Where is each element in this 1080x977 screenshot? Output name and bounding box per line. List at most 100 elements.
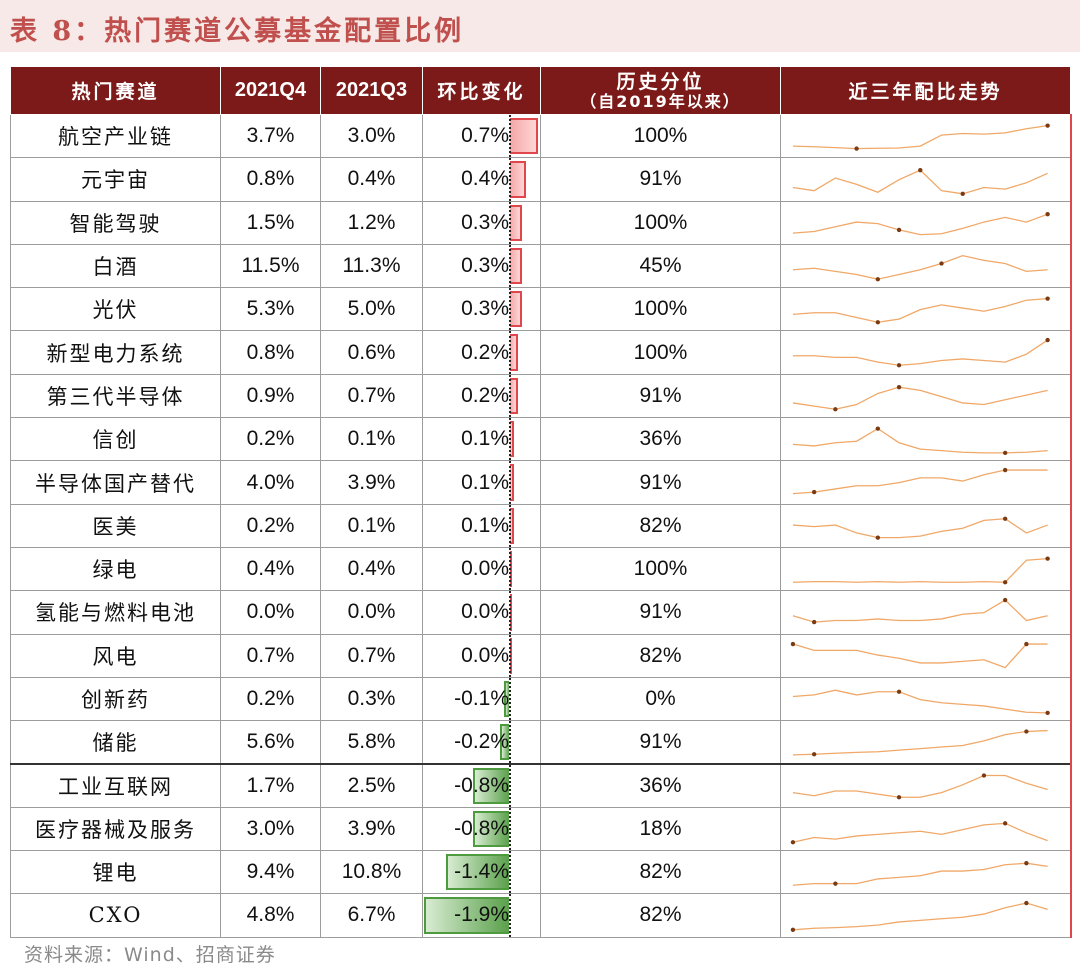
sparkline-chart xyxy=(792,598,1048,625)
sparkline-marker xyxy=(1045,211,1050,216)
sparkline-path xyxy=(792,862,1048,886)
value-2021q3: 3.9% xyxy=(320,806,423,852)
sparkline-path xyxy=(792,254,1048,280)
zero-axis-line xyxy=(509,418,511,460)
sparkline-marker xyxy=(1024,729,1029,734)
trend-sparkline xyxy=(780,633,1072,678)
value-2021q4: 0.4% xyxy=(220,546,321,592)
change-cell: 0.0% xyxy=(422,546,541,592)
sparkline-marker xyxy=(875,320,881,325)
table-row: 元宇宙 0.8% 0.4% 0.4% 91% xyxy=(10,157,1072,202)
sector-name: 光伏 xyxy=(10,287,221,332)
sparkline-path xyxy=(792,642,1048,668)
percentile-value: 82% xyxy=(540,633,781,678)
sector-name: CXO xyxy=(10,893,221,938)
header-2021q4: 2021Q4 xyxy=(220,66,321,115)
table-row: 绿电 0.4% 0.4% 0.0% 100% xyxy=(10,546,1072,592)
percentile-value: 18% xyxy=(540,806,781,852)
sparkline-marker xyxy=(896,363,902,368)
change-value: -0.8% xyxy=(454,816,509,840)
sparkline-chart xyxy=(792,689,1050,715)
header-2021q3: 2021Q3 xyxy=(320,66,423,115)
trend-sparkline xyxy=(780,460,1072,505)
table-row: 氢能与燃料电池 0.0% 0.0% 0.0% 91% xyxy=(10,590,1072,635)
sparkline-path xyxy=(792,169,1048,195)
sparkline-marker xyxy=(1024,901,1029,906)
change-value: 0.2% xyxy=(461,383,509,407)
negative-change-bar xyxy=(446,854,509,891)
value-2021q4: 0.8% xyxy=(220,330,321,375)
percentile-value: 100% xyxy=(540,330,781,375)
percentile-value: 82% xyxy=(540,503,781,548)
trend-sparkline xyxy=(780,546,1072,592)
sparkline-path xyxy=(792,599,1048,623)
trend-sparkline xyxy=(780,676,1072,722)
table-row: 信创 0.2% 0.1% 0.1% 36% xyxy=(10,417,1072,462)
zero-change-bar xyxy=(510,594,512,631)
change-value: 0.0% xyxy=(461,643,509,667)
change-value: -1.4% xyxy=(454,860,509,884)
sparkline-marker xyxy=(1045,123,1050,128)
positive-change-bar xyxy=(510,464,514,501)
change-value: 0.1% xyxy=(461,470,509,494)
percentile-value: 100% xyxy=(540,200,781,245)
value-2021q4: 0.9% xyxy=(220,373,321,419)
trend-sparkline xyxy=(780,590,1072,635)
sector-name: 医疗器械及服务 xyxy=(10,806,221,852)
zero-axis-line xyxy=(509,765,511,807)
zero-axis-line xyxy=(509,678,511,720)
trend-sparkline xyxy=(780,720,1072,765)
trend-sparkline xyxy=(780,330,1072,375)
percentile-value: 91% xyxy=(540,373,781,419)
table-row: 光伏 5.3% 5.0% 0.3% 100% xyxy=(10,287,1072,332)
value-2021q4: 3.7% xyxy=(220,113,321,159)
sparkline-marker xyxy=(896,689,902,694)
percentile-value: 0% xyxy=(540,676,781,722)
zero-axis-line xyxy=(509,461,511,504)
sparkline-marker xyxy=(811,752,817,757)
sector-name: 绿电 xyxy=(10,546,221,592)
value-2021q4: 0.2% xyxy=(220,503,321,548)
zero-axis-line xyxy=(509,635,511,677)
value-2021q3: 0.4% xyxy=(320,157,423,202)
value-2021q3: 6.7% xyxy=(320,893,423,938)
negative-change-bar xyxy=(473,767,509,804)
zero-axis-line xyxy=(509,202,511,244)
table-body: 航空产业链 3.7% 3.0% 0.7% 100% 元宇宙 0.8% 0.4% 0.4% 91% 智… xyxy=(10,113,1072,938)
table-title: 表 8：热门赛道公募基金配置比例 xyxy=(10,16,465,47)
value-2021q4: 0.7% xyxy=(220,633,321,678)
positive-change-bar xyxy=(510,291,522,328)
fund-allocation-table: 热门赛道 2021Q4 2021Q3 环比变化 历史分位 （自2019年以来） … xyxy=(10,66,1072,938)
zero-axis-line xyxy=(509,548,511,590)
change-value: 0.7% xyxy=(461,124,509,148)
sparkline-chart xyxy=(792,384,1048,412)
table-row: 工业互联网 1.7% 2.5% -0.8% 36% xyxy=(10,762,1072,808)
percentile-value: 82% xyxy=(540,893,781,938)
value-2021q3: 0.3% xyxy=(320,676,423,722)
sparkline-marker xyxy=(854,146,859,151)
value-2021q3: 11.3% xyxy=(320,243,423,289)
sparkline-chart xyxy=(792,211,1050,235)
table-row: 锂电 9.4% 10.8% -1.4% 82% xyxy=(10,850,1072,895)
change-cell: 0.1% xyxy=(422,460,541,505)
sparkline-marker xyxy=(1024,861,1029,866)
sparkline-chart xyxy=(792,861,1048,886)
value-2021q4: 5.6% xyxy=(220,720,321,765)
change-cell: -0.8% xyxy=(422,762,541,808)
percentile-value: 36% xyxy=(540,417,781,462)
positive-change-bar xyxy=(510,421,514,458)
change-cell: -1.9% xyxy=(422,893,541,938)
title-bar: 表 8：热门赛道公募基金配置比例 xyxy=(0,0,1080,52)
value-2021q4: 1.7% xyxy=(220,762,321,808)
value-2021q4: 4.0% xyxy=(220,460,321,505)
change-cell: -0.1% xyxy=(422,676,541,722)
percentile-value: 100% xyxy=(540,546,781,592)
sector-name: 智能驾驶 xyxy=(10,200,221,245)
change-value: -0.8% xyxy=(454,773,509,797)
sparkline-path xyxy=(792,730,1048,756)
table-row: 白酒 11.5% 11.3% 0.3% 45% xyxy=(10,243,1072,289)
sparkline-marker xyxy=(1024,641,1029,646)
sparkline-marker xyxy=(811,620,817,625)
change-cell: 0.3% xyxy=(422,200,541,245)
trend-sparkline xyxy=(780,503,1072,548)
